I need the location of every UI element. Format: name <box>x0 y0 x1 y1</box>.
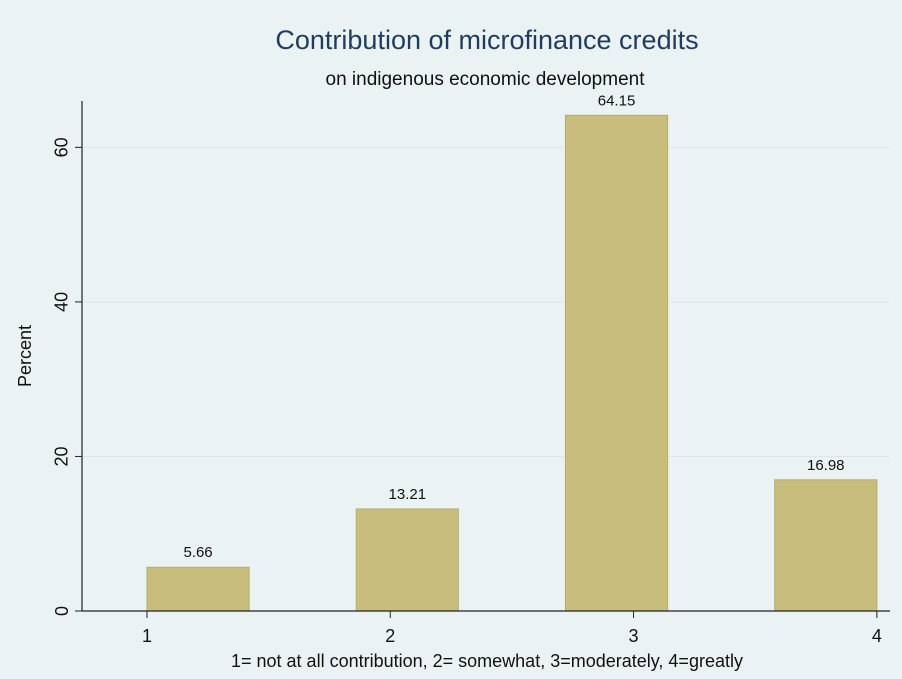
bar <box>146 566 250 612</box>
y-tick-label: 60 <box>52 137 72 157</box>
x-tick-label: 1 <box>142 626 152 646</box>
x-tick-label: 3 <box>629 626 639 646</box>
value-label: 16.98 <box>807 457 845 474</box>
value-label: 64.15 <box>598 92 636 109</box>
chart-subtitle: on indigenous economic development <box>326 69 646 90</box>
y-tick-label: 20 <box>52 446 72 466</box>
x-axis-title: 1= not at all contribution, 2= somewhat,… <box>231 651 743 671</box>
x-tick-label: 2 <box>385 626 395 646</box>
chart-title: Contribution of microfinance credits <box>275 25 698 55</box>
bar <box>774 479 878 612</box>
y-tick-label: 0 <box>52 606 72 616</box>
value-label: 13.21 <box>389 486 427 503</box>
y-axis-title: Percent <box>15 325 35 387</box>
x-tick-label: 4 <box>872 626 882 646</box>
bar <box>355 508 459 612</box>
y-tick-label: 40 <box>52 292 72 312</box>
bar <box>564 114 669 612</box>
value-label: 5.66 <box>183 544 212 561</box>
